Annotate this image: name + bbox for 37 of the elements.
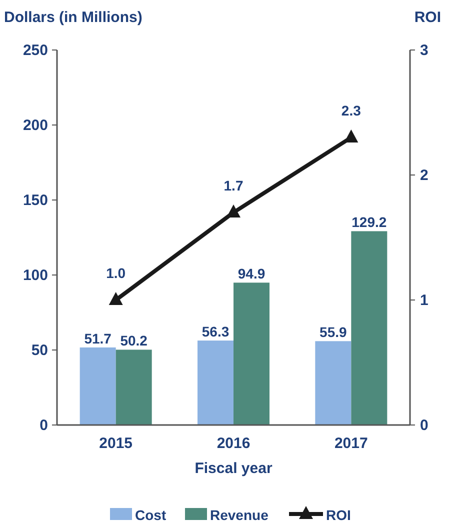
data-label: 1.0 (106, 265, 126, 281)
y2-tick-label: 0 (420, 417, 428, 434)
bar (116, 350, 152, 425)
data-label: 56.3 (202, 324, 230, 340)
point (108, 292, 123, 305)
y-tick-label: 100 (22, 267, 48, 284)
y-tick-label: 200 (22, 117, 48, 134)
y-axis-title: Dollars (in Millions) (4, 9, 142, 26)
legend-label: Revenue (210, 507, 269, 523)
x-tick-label: 2015 (99, 435, 133, 452)
data-label: 51.7 (84, 330, 112, 346)
data-label: 129.2 (352, 214, 387, 230)
data-label: 94.9 (238, 266, 266, 282)
y2-tick-label: 2 (420, 167, 428, 184)
y2-tick-label: 3 (420, 42, 428, 59)
data-label: 2.3 (341, 102, 362, 118)
point (344, 130, 358, 142)
y2-axis-title: ROI (414, 9, 441, 26)
x-axis-title: Fiscal year (194, 460, 272, 477)
y2-tick-label: 1 (420, 292, 428, 309)
y-tick-label: 150 (22, 192, 48, 209)
data-label: 1.7 (224, 178, 244, 194)
bar (198, 340, 234, 425)
bar (234, 282, 270, 425)
x-tick-label: 2016 (216, 435, 250, 452)
y-tick-label: 0 (40, 417, 48, 434)
bar (315, 341, 352, 425)
y-tick-label: 250 (22, 42, 48, 59)
bar (351, 231, 388, 425)
data-label: 55.9 (320, 324, 348, 340)
x-tick-label: 2017 (334, 435, 368, 452)
data-label: 50.2 (120, 332, 148, 349)
legend-label: ROI (326, 507, 351, 523)
legend-label: Cost (135, 507, 166, 523)
y-tick-label: 50 (31, 342, 48, 359)
point (226, 204, 240, 218)
bar (80, 347, 116, 425)
